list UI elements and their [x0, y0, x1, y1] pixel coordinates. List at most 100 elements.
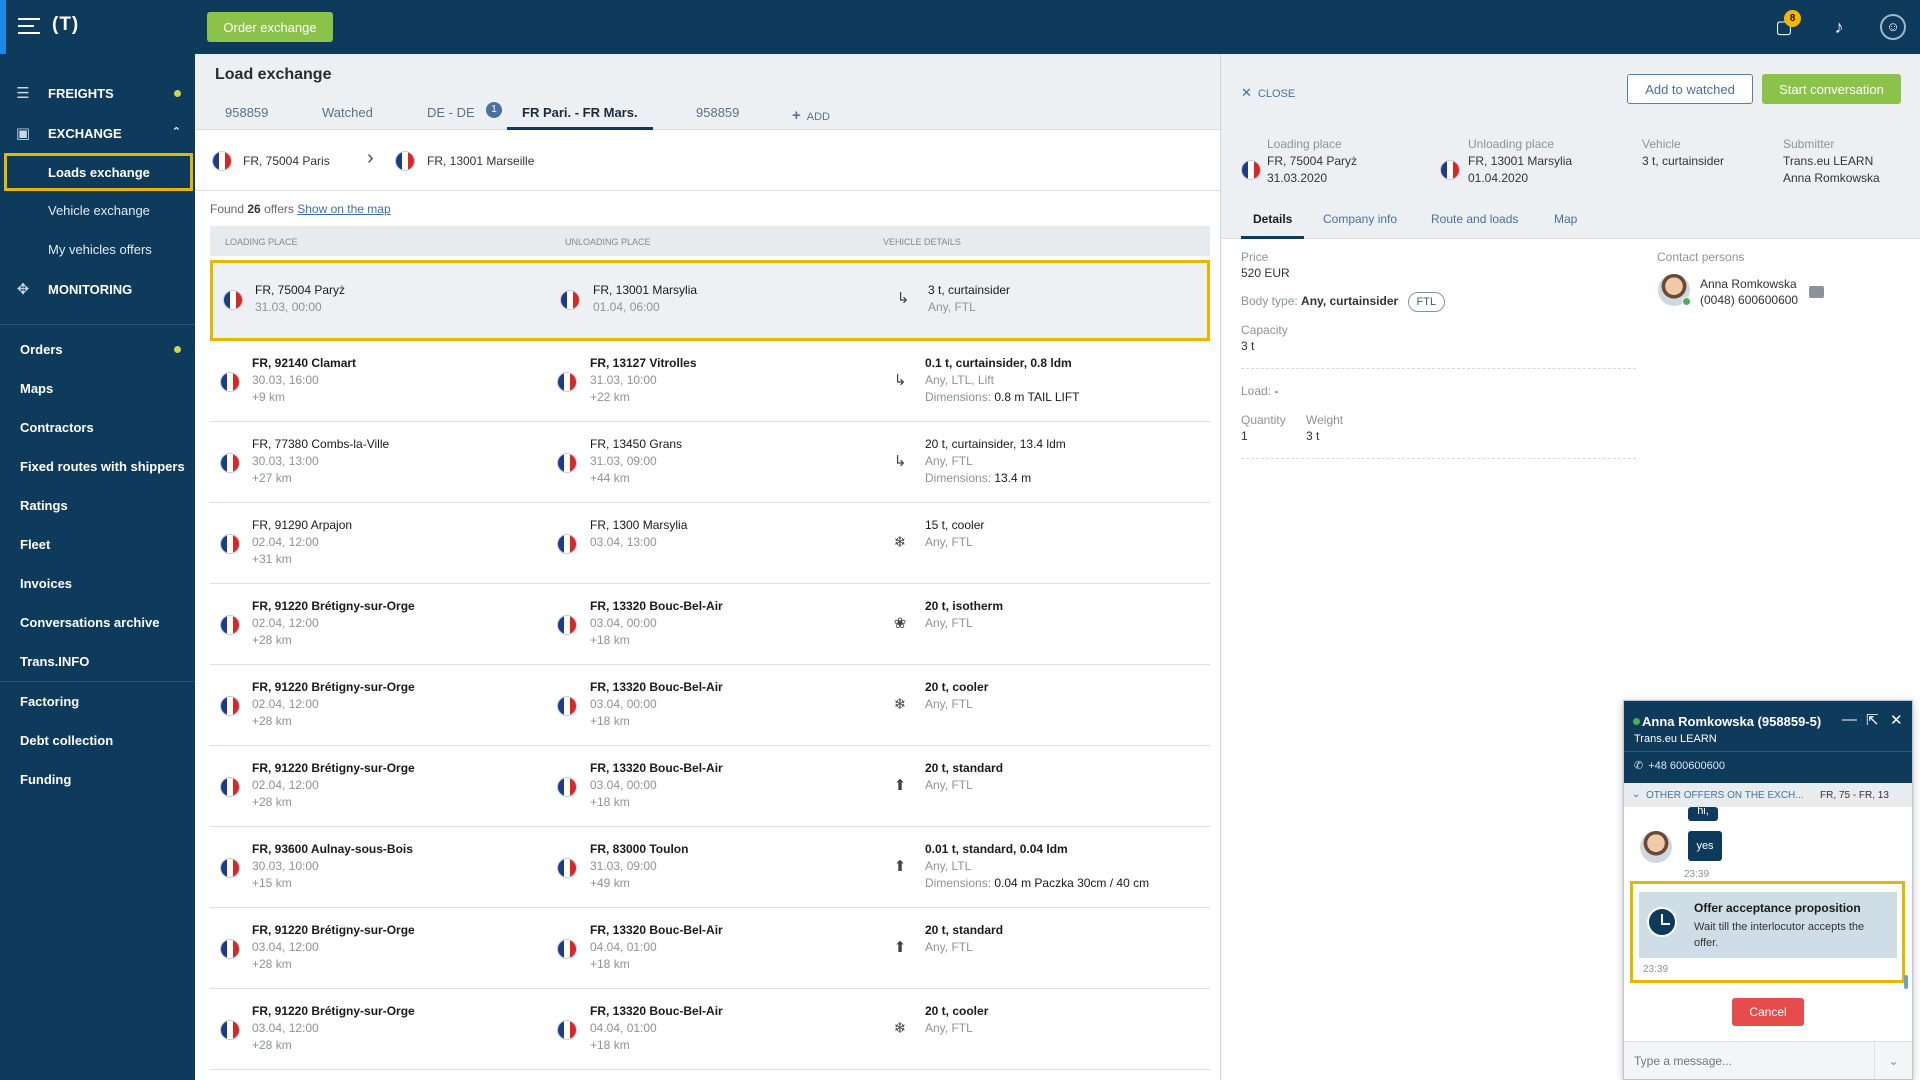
table-row[interactable]: FR, 93600 Aulnay-sous-Bois 30.03, 10:00 +1…: [210, 827, 1210, 908]
loading-place: FR, 91290 Arpajon: [252, 518, 353, 532]
message-input[interactable]: [1624, 1041, 1874, 1079]
add-tab-button[interactable]: + ADD: [792, 107, 830, 132]
submitter-label: Submitter: [1783, 137, 1835, 151]
detail-divider: [1241, 458, 1636, 459]
table-row[interactable]: FR, 91220 Brétigny-sur-Orge 03.04, 12:00 +…: [210, 989, 1210, 1070]
column-vehicle-details[interactable]: VEHICLE DETAILS: [883, 237, 961, 247]
vehicle-label: Vehicle: [1642, 137, 1681, 151]
tab-958859-second[interactable]: 958859: [696, 105, 740, 120]
sidebar-item-contractors[interactable]: Contractors: [20, 419, 94, 435]
table-row[interactable]: FR, 91220 Brétigny-sur-Orge 02.04, 12:00 +…: [210, 665, 1210, 746]
offer-title: Offer acceptance proposition: [1694, 901, 1861, 915]
contact-person[interactable]: Anna Romkowska (0048) 600600600: [1700, 276, 1798, 308]
chat-contact-name: Anna Romkowska (958859-5): [1642, 714, 1822, 729]
sidebar-item-debt-collection[interactable]: Debt collection: [20, 732, 114, 748]
page-title: Load exchange: [215, 66, 332, 83]
menu-icon[interactable]: [18, 18, 40, 34]
app-logo[interactable]: (T): [52, 14, 80, 35]
tab-route-and-loads[interactable]: Route and loads: [1431, 212, 1519, 226]
sidebar-item-my-vehicles-offers[interactable]: My vehicles offers: [48, 241, 152, 257]
sidebar-item-conversations-archive[interactable]: Conversations archive: [20, 614, 160, 630]
table-row[interactable]: FR, 91220 Brétigny-sur-Orge 02.04, 12:00 +…: [210, 584, 1210, 665]
tab-map[interactable]: Map: [1554, 212, 1578, 226]
vehicle-details: 0.1 t, curtainsider, 0.8 ldm: [925, 356, 1072, 370]
loading-place: FR, 91220 Brétigny-sur-Orge: [252, 761, 415, 775]
table-header: LOADING PLACE UNLOADING PLACE VEHICLE DE…: [210, 226, 1210, 256]
sidebar-item-factoring[interactable]: Factoring: [20, 693, 80, 709]
minimize-icon[interactable]: ―: [1842, 711, 1857, 728]
tab-details[interactable]: Details: [1241, 212, 1305, 239]
dimensions-label: Dimensions:: [925, 471, 992, 485]
load-exchange-panel: Load exchange 958859 Watched DE - DE 1 F…: [195, 54, 1220, 1080]
vehicle-type-icon: ❄: [893, 1020, 907, 1037]
column-loading-place[interactable]: LOADING PLACE: [225, 237, 298, 247]
table-row[interactable]: FR, 75004 Paryż 31.03, 00:00 FR, 13001 Mar…: [210, 260, 1210, 341]
start-conversation-button[interactable]: Start conversation: [1762, 74, 1901, 104]
sidebar-item-fleet[interactable]: Fleet: [20, 536, 51, 552]
plus-icon: +: [792, 107, 801, 124]
sidebar-item-orders[interactable]: Orders: [0, 330, 195, 368]
sidebar: ☰ FREIGHTS ▣ EXCHANGE ⌃ Loads exchange V…: [0, 54, 195, 1080]
table-row[interactable]: FR, 91220 Brétigny-sur-Orge 03.04, 12:00 +…: [210, 908, 1210, 989]
unloading-cell: FR, 13320 Bouc-Bel-Air 03.04, 00:00 +18 km: [590, 598, 723, 649]
dimensions-label: Dimensions:: [925, 876, 992, 890]
unloading-cell: FR, 13320 Bouc-Bel-Air 04.04, 01:00 +18 km: [590, 1003, 723, 1054]
fr-flag-icon: [560, 290, 580, 310]
fr-flag-icon: [557, 534, 577, 554]
fr-flag-icon: [220, 858, 240, 878]
fr-flag-icon: [220, 453, 240, 473]
sidebar-item-vehicle-exchange[interactable]: Vehicle exchange: [48, 202, 150, 218]
fr-flag-icon: [220, 372, 240, 392]
sidebar-section-monitoring[interactable]: ✥ MONITORING: [0, 270, 195, 308]
sidebar-item-trans-info[interactable]: Trans.INFO: [20, 653, 90, 669]
sidebar-item-funding[interactable]: Funding: [20, 771, 72, 787]
tab-958859[interactable]: 958859: [225, 105, 269, 120]
chat-phone[interactable]: ✆ +48 600600600: [1634, 759, 1725, 772]
fr-flag-icon: [557, 777, 577, 797]
add-to-watched-button[interactable]: Add to watched: [1627, 74, 1753, 104]
close-icon[interactable]: ✕: [1890, 712, 1903, 729]
chevron-down-icon[interactable]: ⌄: [1874, 1041, 1912, 1079]
loading-distance: +27 km: [252, 471, 292, 485]
sidebar-section-freights[interactable]: ☰ FREIGHTS: [0, 74, 195, 112]
order-exchange-button[interactable]: Order exchange: [207, 12, 333, 42]
loading-place: FR, 93600 Aulnay-sous-Bois: [252, 842, 413, 856]
column-unloading-place[interactable]: UNLOADING PLACE: [565, 237, 651, 247]
bell-icon[interactable]: ♪: [1834, 17, 1844, 37]
unloading-distance: +18 km: [590, 633, 630, 647]
table-row[interactable]: FR, 77380 Combs-la-Ville 30.03, 13:00 +27 …: [210, 422, 1210, 503]
sidebar-item-fixed-routes[interactable]: Fixed routes with shippers: [20, 458, 185, 474]
chat-scrollbar[interactable]: [1904, 975, 1908, 989]
sidebar-item-loads-exchange[interactable]: Loads exchange: [4, 153, 193, 191]
close-button[interactable]: ✕ CLOSE: [1241, 85, 1295, 101]
tab-de-de[interactable]: DE - DE: [427, 105, 475, 120]
submitter-name: Anna Romkowska: [1783, 171, 1880, 185]
table-row[interactable]: FR, 91290 Arpajon 02.04, 12:00 +31 km FR, 1…: [210, 503, 1210, 584]
route-search-bar[interactable]: FR, 75004 Paris › FR, 13001 Marseille: [195, 131, 1220, 191]
other-offers-bar[interactable]: ⌄ OTHER OFFERS ON THE EXCH... FR, 75 - F…: [1624, 783, 1912, 807]
loading-distance: +28 km: [252, 633, 292, 647]
tab-watched[interactable]: Watched: [322, 105, 373, 120]
sidebar-item-maps[interactable]: Maps: [20, 380, 54, 396]
cancel-offer-button[interactable]: Cancel: [1732, 998, 1804, 1026]
quantity-label: Quantity: [1241, 413, 1286, 427]
user-avatar-icon[interactable]: ☺: [1880, 14, 1906, 40]
sidebar-item-ratings[interactable]: Ratings: [20, 497, 68, 513]
sidebar-item-invoices[interactable]: Invoices: [20, 575, 73, 591]
unloading-time: 04.04, 01:00: [590, 940, 657, 954]
weight-label: Weight: [1306, 413, 1344, 427]
expand-icon[interactable]: ⇱: [1866, 712, 1879, 729]
price-value: 520 EUR: [1241, 266, 1290, 280]
vehicle-type-icon: ↳: [896, 290, 910, 307]
found-count: 26: [247, 202, 261, 216]
table-row[interactable]: FR, 91220 Brétigny-sur-Orge 02.04, 12:00 +…: [210, 746, 1210, 827]
tab-company-info[interactable]: Company info: [1323, 212, 1398, 226]
tab-fr-pari-fr-mars[interactable]: FR Pari. - FR Mars.: [507, 105, 653, 130]
show-on-map-link[interactable]: Show on the map: [297, 202, 391, 216]
vehicle-details: 3 t, curtainsider: [928, 283, 1011, 297]
sidebar-section-exchange[interactable]: ▣ EXCHANGE ⌃: [0, 114, 195, 152]
loading-cell: FR, 91290 Arpajon 02.04, 12:00 +31 km: [252, 517, 352, 568]
quantity-value: 1: [1241, 429, 1248, 443]
table-row[interactable]: FR, 92140 Clamart 30.03, 16:00 +9 km FR, 13…: [210, 341, 1210, 422]
chat-bubble-icon[interactable]: [1809, 286, 1824, 298]
